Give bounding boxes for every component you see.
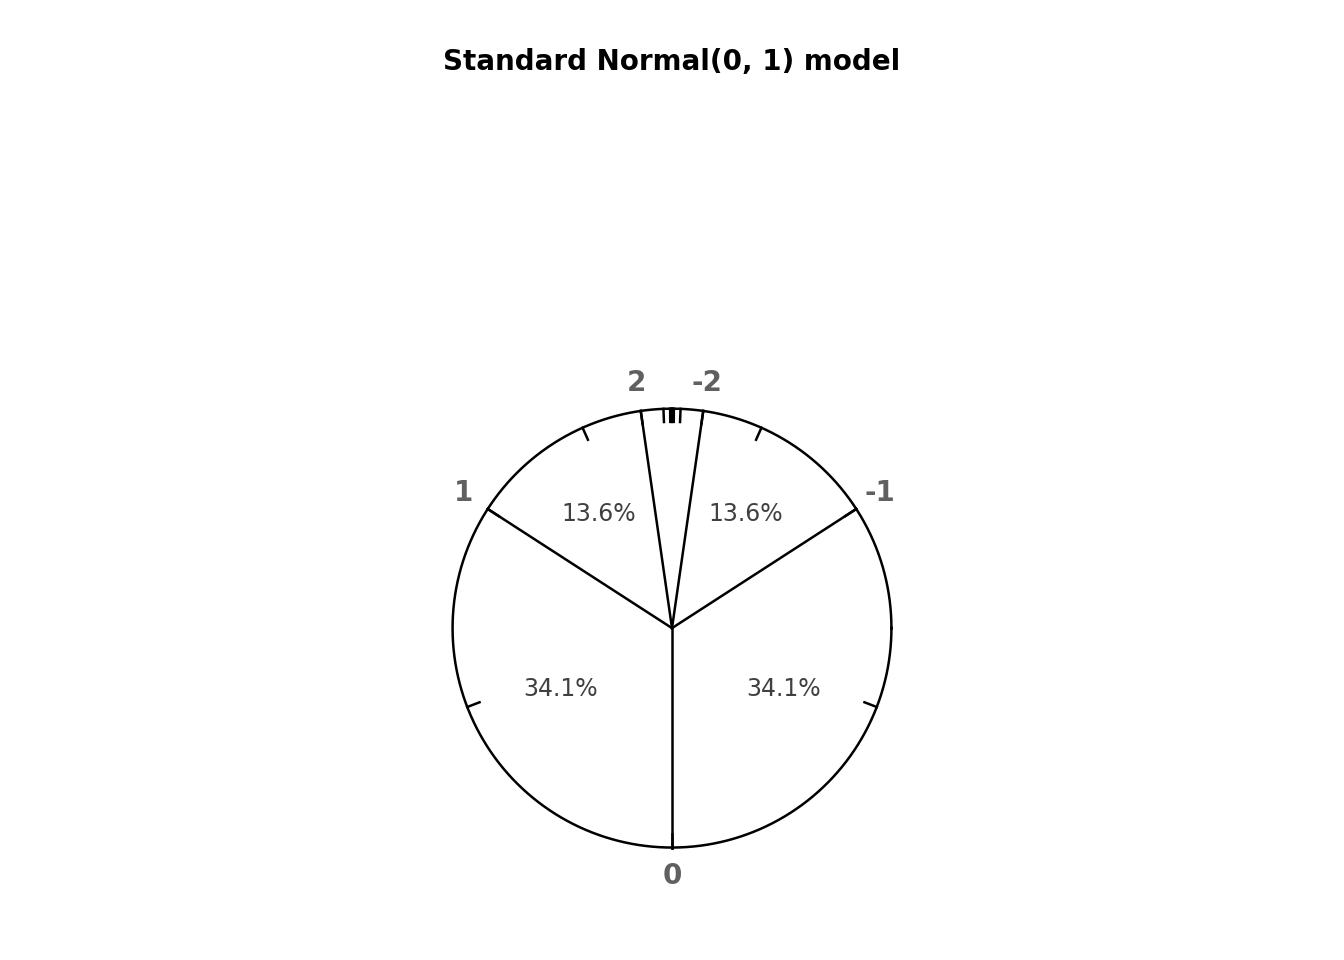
Text: 2: 2: [628, 369, 646, 396]
Text: Standard Normal(0, 1) model: Standard Normal(0, 1) model: [444, 48, 900, 76]
Text: -2: -2: [692, 369, 723, 396]
Text: 13.6%: 13.6%: [562, 501, 636, 525]
Text: 0: 0: [663, 862, 681, 890]
Text: 13.6%: 13.6%: [708, 501, 782, 525]
Text: 1: 1: [454, 479, 473, 508]
Text: 34.1%: 34.1%: [523, 677, 598, 701]
Text: 34.1%: 34.1%: [746, 677, 821, 701]
Text: -1: -1: [864, 479, 895, 508]
